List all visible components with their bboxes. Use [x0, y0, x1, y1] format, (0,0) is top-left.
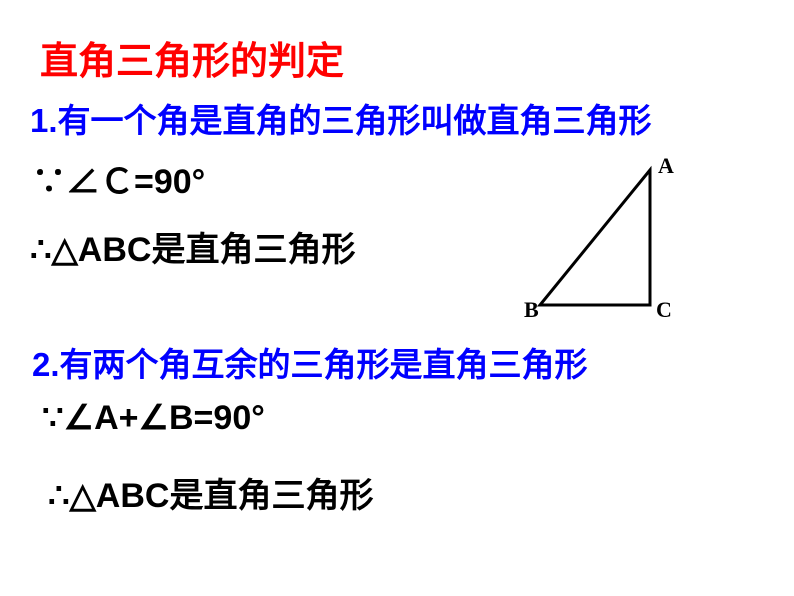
- vertex-label-c: C: [656, 297, 672, 323]
- rule-1: 1.有一个角是直角的三角形叫做直角三角形: [30, 94, 652, 142]
- vertex-label-b: B: [524, 297, 539, 323]
- triangle-diagram: A B C: [530, 155, 710, 325]
- premise-1: ∵∠Ｃ=90°: [32, 154, 205, 203]
- vertex-label-a: A: [658, 153, 674, 179]
- page-title: 直角三角形的判定: [40, 30, 344, 85]
- rule-2: 2.有两个角互余的三角形是直角三角形: [32, 338, 588, 386]
- conclusion-2: ∴△ABC是直角三角形: [48, 468, 373, 517]
- triangle-svg: [530, 155, 710, 325]
- premise-2: ∵∠A+∠B=90°: [42, 398, 265, 438]
- triangle-shape: [540, 170, 650, 305]
- conclusion-1: ∴△ABC是直角三角形: [30, 222, 355, 271]
